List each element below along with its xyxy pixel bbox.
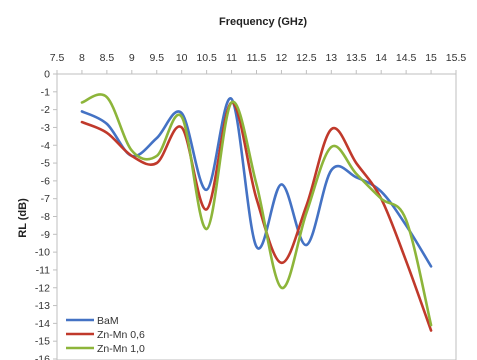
y-tick-label: -16 [35,354,50,360]
y-tick-label: -5 [41,158,50,170]
legend: BaM Zn-Mn 0,6 Zn-Mn 1,0 [66,315,145,355]
x-tick-label: 13 [325,52,337,64]
series-line-2 [80,93,433,327]
y-tick-label: -7 [41,193,50,205]
x-tick-label: 8.5 [100,52,115,64]
x-tick-label: 8 [79,52,85,64]
x-tick-label: 14 [375,52,387,64]
y-tick-label: -6 [41,175,50,187]
y-tick-label: -15 [35,336,50,348]
x-tick-label: 11.5 [247,52,267,64]
y-tick-label: 0 [44,69,50,81]
y-tick-label: -9 [41,229,50,241]
y-tick-label: -14 [35,318,50,330]
y-tick-label: -11 [36,264,51,276]
y-tick-label: -4 [41,140,50,152]
x-tick-label: 12 [276,52,288,64]
x-tick-label: 11 [226,52,237,64]
x-tick-label: 14.5 [396,52,417,64]
y-tick-label: -8 [41,211,50,223]
y-tick-label: -1 [41,86,50,98]
series-lines [80,93,433,332]
x-axis-title: Frequency (GHz) [219,16,307,28]
x-axis-ticks: 7.5 8 8.5 9 9.5 10 10.5 11 11.5 12 12.5 13 13.5 14 14.… [50,52,467,74]
y-tick-label: -13 [35,300,50,312]
x-tick-label: 7.5 [50,52,65,64]
y-axis-ticks: 0 -1 -2 -3 -4 -5 -6 -7 -8 -9 -10 -11 -12 -13 -14 -15 -16 [35,69,57,360]
y-tick-label: -12 [35,282,50,294]
y-axis-title: RL (dB) [17,198,29,238]
x-tick-label: 9 [129,52,135,64]
x-tick-label: 10 [176,52,188,64]
legend-label: Zn-Mn 1,0 [97,343,145,355]
series-line-1 [80,101,433,332]
y-tick-label: -10 [35,247,50,259]
x-tick-label: 12.5 [296,52,317,64]
x-tick-label: 15.5 [446,52,467,64]
x-tick-label: 13.5 [346,52,367,64]
series-line-0 [80,97,433,268]
x-tick-label: 15 [425,52,437,64]
y-tick-label: -3 [41,122,50,134]
legend-label: BaM [97,315,119,327]
x-tick-label: 9.5 [149,52,164,64]
y-tick-label: -2 [41,104,50,116]
x-tick-label: 10.5 [196,52,217,64]
legend-label: Zn-Mn 0,6 [97,329,145,341]
